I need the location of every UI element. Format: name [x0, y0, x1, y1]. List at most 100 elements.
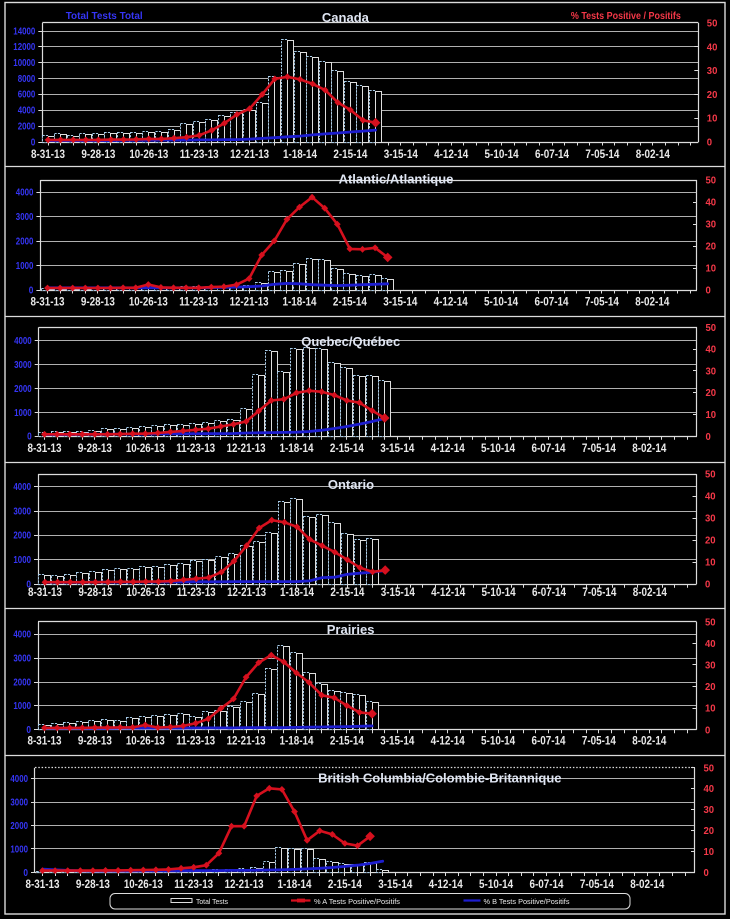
svg-text:7-05-14: 7-05-14 [580, 879, 615, 891]
svg-text:5-10-14: 5-10-14 [484, 297, 519, 309]
svg-text:20: 20 [705, 536, 716, 547]
svg-text:2000: 2000 [10, 821, 28, 832]
svg-text:11-23-13: 11-23-13 [179, 297, 218, 309]
svg-text:3000: 3000 [13, 653, 31, 664]
svg-text:10: 10 [705, 558, 716, 569]
svg-text:0: 0 [705, 725, 711, 736]
svg-text:1000: 1000 [14, 408, 32, 419]
svg-text:8-31-13: 8-31-13 [27, 736, 61, 748]
svg-text:8000: 8000 [18, 74, 36, 85]
svg-text:Prairies: Prairies [327, 622, 375, 637]
svg-text:9-28-13: 9-28-13 [76, 879, 110, 891]
svg-text:0: 0 [31, 137, 36, 148]
svg-text:10: 10 [707, 114, 718, 125]
svg-text:12000: 12000 [13, 42, 35, 53]
svg-text:0: 0 [26, 725, 31, 736]
svg-text:6-07-14: 6-07-14 [529, 879, 564, 891]
svg-text:Canada: Canada [322, 10, 370, 25]
svg-text:11-23-13: 11-23-13 [174, 879, 213, 891]
svg-text:Atlantic/Atlantique: Atlantic/Atlantique [339, 172, 454, 187]
svg-text:4000: 4000 [18, 106, 36, 117]
svg-text:20: 20 [704, 826, 715, 837]
svg-text:3-15-14: 3-15-14 [378, 879, 413, 891]
svg-text:10: 10 [705, 704, 716, 715]
svg-text:4-12-14: 4-12-14 [431, 443, 466, 455]
svg-text:3-15-14: 3-15-14 [383, 297, 418, 309]
svg-text:2-15-14: 2-15-14 [333, 149, 368, 161]
svg-text:% Tests Positive / Positifs: % Tests Positive / Positifs [571, 11, 681, 22]
svg-text:50: 50 [705, 617, 716, 628]
svg-text:10: 10 [706, 410, 717, 421]
svg-text:4000: 4000 [16, 188, 34, 199]
svg-text:2000: 2000 [13, 531, 31, 542]
svg-text:1000: 1000 [10, 844, 28, 855]
svg-text:5-10-14: 5-10-14 [479, 879, 514, 891]
svg-text:9-28-13: 9-28-13 [78, 443, 112, 455]
svg-text:% B Tests Positive/Positifs: % B Tests Positive/Positifs [484, 897, 570, 906]
svg-text:30: 30 [706, 366, 717, 377]
svg-text:2000: 2000 [16, 237, 34, 248]
svg-text:2000: 2000 [18, 121, 36, 132]
svg-text:40: 40 [707, 42, 718, 53]
svg-text:6-07-14: 6-07-14 [532, 587, 567, 599]
svg-text:3000: 3000 [16, 212, 34, 223]
svg-text:8-02-14: 8-02-14 [635, 297, 670, 309]
svg-text:11-23-13: 11-23-13 [176, 736, 215, 748]
svg-text:7-05-14: 7-05-14 [582, 587, 617, 599]
svg-text:10-26-13: 10-26-13 [126, 443, 165, 455]
svg-text:8-02-14: 8-02-14 [632, 736, 667, 748]
svg-text:50: 50 [704, 763, 715, 774]
svg-text:1-18-14: 1-18-14 [282, 297, 317, 309]
svg-text:0: 0 [706, 432, 712, 443]
svg-text:2000: 2000 [14, 384, 32, 395]
svg-text:3000: 3000 [10, 797, 28, 808]
svg-text:4000: 4000 [10, 774, 28, 785]
svg-text:2-15-14: 2-15-14 [330, 443, 365, 455]
svg-text:2-15-14: 2-15-14 [330, 587, 365, 599]
svg-text:40: 40 [705, 492, 716, 503]
svg-text:3-15-14: 3-15-14 [380, 736, 415, 748]
svg-text:12-21-13: 12-21-13 [227, 443, 266, 455]
svg-text:11-23-13: 11-23-13 [177, 587, 216, 599]
svg-text:50: 50 [707, 19, 718, 30]
svg-text:Total Tests Total: Total Tests Total [66, 11, 143, 22]
svg-text:8-02-14: 8-02-14 [630, 879, 665, 891]
svg-text:6000: 6000 [18, 90, 36, 101]
svg-text:20: 20 [707, 90, 718, 101]
svg-text:12-21-13: 12-21-13 [227, 587, 266, 599]
svg-text:5-10-14: 5-10-14 [485, 149, 520, 161]
svg-text:1-18-14: 1-18-14 [280, 587, 315, 599]
svg-text:30: 30 [704, 805, 715, 816]
svg-text:5-10-14: 5-10-14 [481, 443, 516, 455]
svg-text:40: 40 [706, 198, 717, 209]
svg-text:30: 30 [705, 514, 716, 525]
svg-text:6-07-14: 6-07-14 [534, 297, 569, 309]
svg-text:9-28-13: 9-28-13 [81, 149, 115, 161]
svg-text:3000: 3000 [13, 506, 31, 517]
svg-text:40: 40 [706, 345, 717, 356]
svg-text:40: 40 [705, 639, 716, 650]
svg-text:40: 40 [704, 784, 715, 795]
svg-text:9-28-13: 9-28-13 [78, 587, 112, 599]
svg-text:7-05-14: 7-05-14 [582, 443, 617, 455]
svg-text:4000: 4000 [13, 482, 31, 493]
svg-text:6-07-14: 6-07-14 [531, 443, 566, 455]
svg-text:11-23-13: 11-23-13 [180, 149, 219, 161]
svg-text:0: 0 [704, 868, 710, 879]
svg-text:20: 20 [706, 388, 717, 399]
svg-text:7-05-14: 7-05-14 [582, 736, 617, 748]
svg-text:7-05-14: 7-05-14 [585, 297, 620, 309]
svg-text:12-21-13: 12-21-13 [230, 149, 269, 161]
svg-text:50: 50 [706, 176, 717, 187]
svg-text:0: 0 [26, 580, 31, 591]
svg-text:10-26-13: 10-26-13 [129, 297, 168, 309]
svg-text:30: 30 [707, 66, 718, 77]
svg-text:8-02-14: 8-02-14 [636, 149, 671, 161]
svg-text:4-12-14: 4-12-14 [434, 149, 469, 161]
svg-text:10-26-13: 10-26-13 [126, 587, 165, 599]
svg-text:1-18-14: 1-18-14 [279, 443, 314, 455]
svg-text:7-05-14: 7-05-14 [585, 149, 620, 161]
svg-text:2000: 2000 [13, 677, 31, 688]
svg-text:12-21-13: 12-21-13 [230, 297, 269, 309]
svg-text:3-15-14: 3-15-14 [384, 149, 419, 161]
